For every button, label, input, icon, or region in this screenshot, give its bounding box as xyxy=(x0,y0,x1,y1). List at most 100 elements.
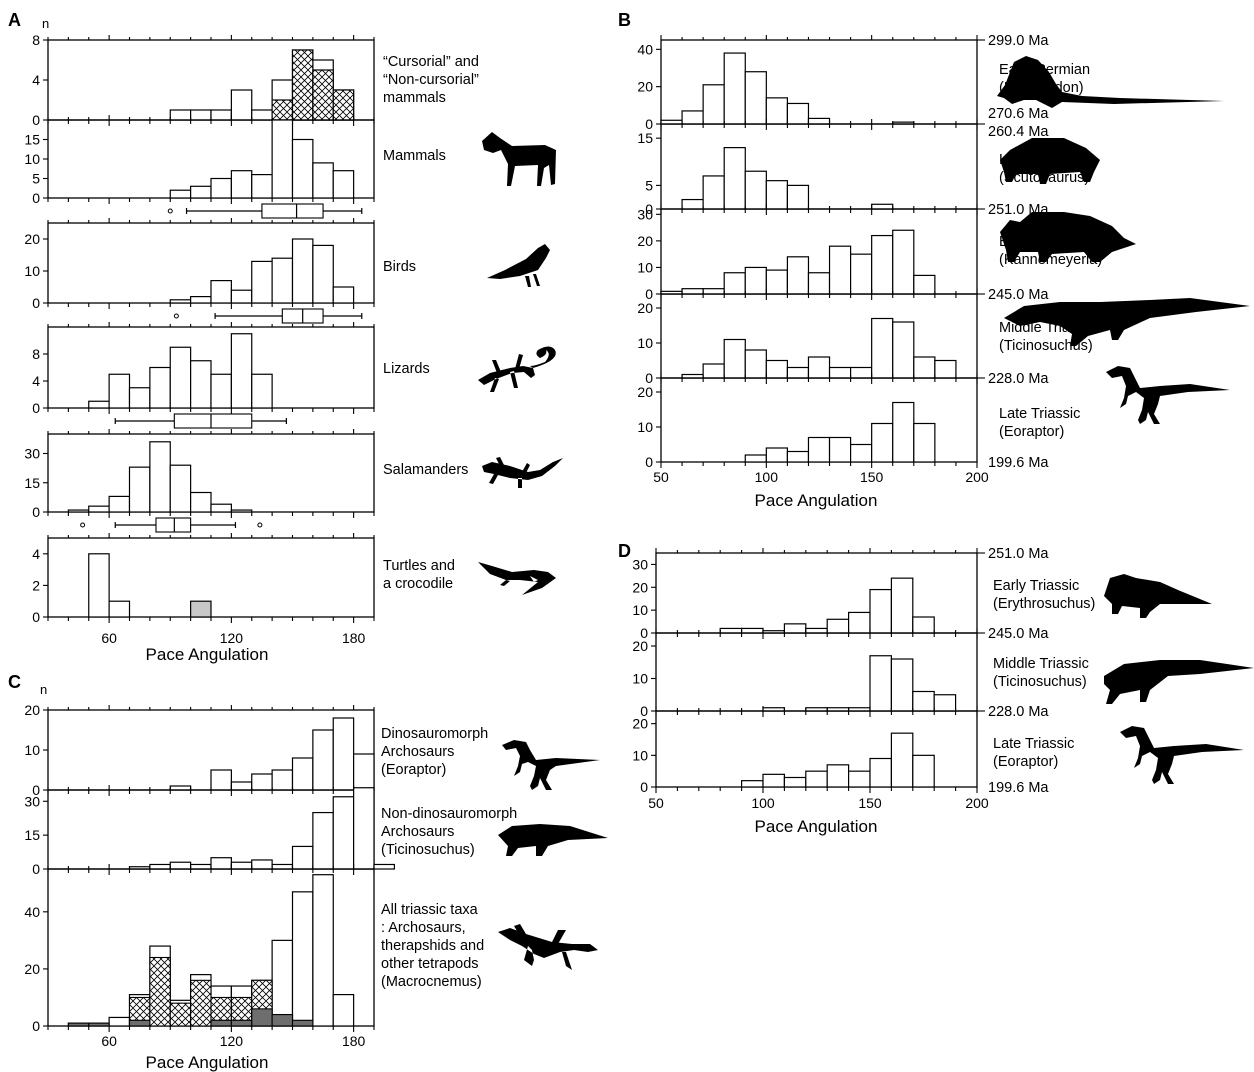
y-tick-label: 30 xyxy=(24,793,40,809)
y-tick-label: 20 xyxy=(637,384,653,400)
histogram-bar xyxy=(913,274,936,295)
panel-text-line: (Ticinosuchus) xyxy=(993,674,1087,690)
histogram-bar xyxy=(847,770,871,788)
histogram-bar xyxy=(934,359,957,379)
dark-bar xyxy=(251,1008,273,1027)
x-tick-label: 60 xyxy=(101,630,117,646)
histogram-bar xyxy=(892,401,915,463)
panel-letter-a: A xyxy=(8,10,21,30)
histogram-bar xyxy=(149,366,171,409)
histogram-bar xyxy=(849,366,873,379)
y-tick-label: 0 xyxy=(645,370,653,386)
boxplot-outlier xyxy=(173,313,179,319)
histogram-panel-a-2: 0 10 20 xyxy=(24,218,375,324)
y-tick-label: 4 xyxy=(32,373,40,389)
histogram-bar xyxy=(271,257,294,304)
y-tick-label: 0 xyxy=(645,201,653,217)
histogram-bar xyxy=(807,272,831,295)
histogram-bar xyxy=(871,234,894,295)
histogram-bar xyxy=(190,185,212,199)
boxplot-box xyxy=(173,413,253,429)
y-tick-label: 0 xyxy=(32,400,40,416)
histogram-bar xyxy=(786,366,810,379)
histogram-bar xyxy=(210,769,232,791)
panel-text-line: therapshids and xyxy=(381,938,484,954)
pareiasaur-silhouette-icon xyxy=(1000,138,1100,184)
y-tick-label: 4 xyxy=(32,72,40,88)
histogram-panel-b-9: 0 10 20 xyxy=(637,289,985,386)
histogram-panel-c-11: 0 10 20 xyxy=(24,702,375,798)
y-tick-label: 10 xyxy=(632,671,648,687)
dark-bar xyxy=(128,1019,151,1027)
x-tick-label: 120 xyxy=(220,1033,244,1049)
crosshatch-bar xyxy=(149,956,171,1027)
histogram-bar xyxy=(702,363,725,379)
histogram-bar xyxy=(210,503,232,513)
histogram-bar xyxy=(108,1016,131,1027)
histogram-bar xyxy=(190,491,212,513)
histogram-bar xyxy=(312,162,334,199)
x-axis-label-d: Pace Angulation xyxy=(755,817,878,836)
histogram-bar xyxy=(786,450,810,463)
histogram-panel-d-16: 0 10 20 50 100 150 200 xyxy=(632,706,989,811)
histogram-panel-b-6: 0 20 40 xyxy=(637,35,985,132)
histogram-bar xyxy=(230,781,253,791)
histogram-bar xyxy=(332,796,355,870)
panel-text-line: Late Triassic xyxy=(999,406,1080,422)
x-tick-label: 180 xyxy=(342,630,366,646)
dark-bar xyxy=(291,1019,314,1027)
pelycosaur-silhouette-icon xyxy=(997,56,1224,108)
histogram-bar xyxy=(332,170,355,199)
panel-text-line: (Kannemeyeria) xyxy=(999,252,1102,268)
y-tick-label: 0 xyxy=(32,295,40,311)
histogram-bar xyxy=(88,553,110,618)
histogram-bar xyxy=(312,729,334,791)
panel-text-line: mammals xyxy=(383,90,446,106)
panel-text-line: Mammals xyxy=(383,148,446,164)
histogram-bar xyxy=(332,717,355,791)
y-tick-label: 0 xyxy=(32,1018,40,1034)
y-tick-label: 0 xyxy=(32,112,40,128)
crosshatch-bar xyxy=(291,49,314,121)
y-tick-label: 5 xyxy=(645,177,653,193)
histogram-bar xyxy=(251,174,273,199)
histogram-bar xyxy=(869,757,892,788)
age-label: 199.6 Ma xyxy=(988,780,1049,796)
histogram-bar xyxy=(744,266,767,295)
x-tick-label: 150 xyxy=(860,469,884,485)
panel-text-line: Middle Triassic xyxy=(993,656,1089,672)
histogram-bar xyxy=(871,422,894,463)
y-tick-label: 0 xyxy=(640,625,648,641)
crosshatch-bar xyxy=(312,69,334,121)
panel-text-line: (Ticinosuchus) xyxy=(999,338,1093,354)
x-tick-label: 180 xyxy=(342,1033,366,1049)
boxplot-outlier xyxy=(257,522,263,528)
histogram-bar xyxy=(190,600,212,618)
histogram-bar xyxy=(786,256,810,295)
histogram-bar xyxy=(702,84,725,125)
panel-text-line: Birds xyxy=(383,259,416,275)
histogram-bar xyxy=(807,356,831,379)
histogram-bar xyxy=(251,260,273,304)
histogram-bar xyxy=(291,845,314,870)
age-label: 245.0 Ma xyxy=(988,626,1049,642)
histogram-bar xyxy=(128,387,151,409)
y-tick-label: 30 xyxy=(24,446,40,462)
histogram-panel-b-10: 0 10 20 50 100 150 200 xyxy=(637,373,989,485)
panel-text-line: (Eoraptor) xyxy=(993,754,1058,770)
y-tick-label: 8 xyxy=(32,346,40,362)
dark-bar xyxy=(271,1014,294,1027)
y-tick-label: 10 xyxy=(24,151,40,167)
y-tick-label: 2 xyxy=(32,577,40,593)
histogram-bar xyxy=(744,454,767,463)
y-symbol-a: n xyxy=(42,16,49,31)
histogram-panel-a-4: 0 15 30 xyxy=(24,429,375,533)
salamander-silhouette-icon xyxy=(482,457,563,488)
histogram-bar xyxy=(828,436,852,463)
histogram-bar xyxy=(826,618,850,634)
panel-text-line: “Non-cursorial” xyxy=(383,72,479,88)
histogram-bar xyxy=(765,359,788,379)
panel-text-line: Lizards xyxy=(383,361,430,377)
histogram-bar xyxy=(892,321,915,379)
y-tick-label: 15 xyxy=(24,475,40,491)
